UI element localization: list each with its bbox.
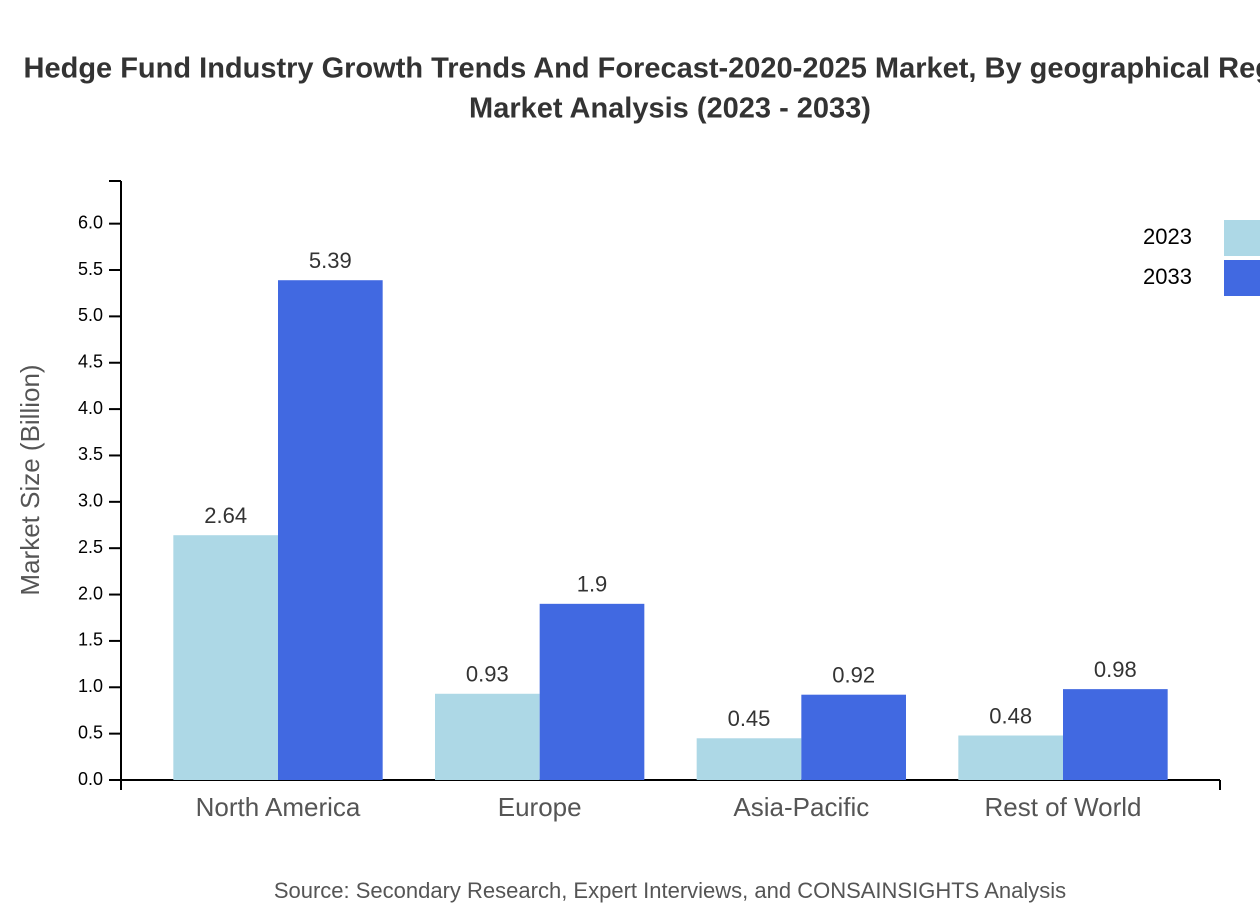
bar — [696, 738, 802, 780]
bar — [958, 735, 1063, 780]
value-label: 2.64 — [204, 503, 247, 528]
y-tick-label: 1.5 — [78, 630, 103, 650]
y-tick-label: 5.5 — [78, 259, 103, 279]
legend-swatch — [1224, 260, 1260, 296]
chart-title: Market Analysis (2023 - 2033) — [469, 93, 871, 125]
y-tick-label: 2.0 — [78, 583, 103, 603]
value-label: 1.9 — [577, 572, 608, 597]
bar — [278, 280, 383, 780]
chart-title: Hedge Fund Industry Growth Trends And Fo… — [24, 53, 1260, 85]
y-tick-label: 0.0 — [78, 769, 103, 789]
bar — [173, 535, 278, 780]
bar — [539, 603, 645, 780]
legend-label: 2033 — [1143, 264, 1192, 289]
value-label: 5.39 — [309, 248, 352, 273]
bar — [435, 693, 540, 780]
value-label: 0.93 — [466, 662, 509, 687]
y-tick-label: 4.0 — [78, 398, 103, 418]
y-tick-label: 1.0 — [78, 676, 103, 696]
x-tick-label: Europe — [498, 792, 582, 822]
value-label: 0.45 — [728, 706, 771, 731]
y-tick-label: 3.0 — [78, 491, 103, 511]
value-label: 0.92 — [832, 663, 875, 688]
value-label: 0.48 — [989, 703, 1032, 728]
x-tick-label: Rest of World — [984, 792, 1141, 822]
y-tick-label: 6.0 — [78, 212, 103, 232]
x-tick-label: North America — [196, 792, 361, 822]
x-tick-label: Asia-Pacific — [733, 792, 869, 822]
legend-label: 2023 — [1143, 224, 1192, 249]
y-tick-label: 2.5 — [78, 537, 103, 557]
source-note: Source: Secondary Research, Expert Inter… — [274, 878, 1066, 903]
y-tick-label: 5.0 — [78, 305, 103, 325]
y-tick-label: 4.5 — [78, 351, 103, 371]
value-label: 0.98 — [1094, 657, 1137, 682]
y-tick-label: 3.5 — [78, 444, 103, 464]
y-tick-label: 0.5 — [78, 722, 103, 742]
bar — [801, 694, 906, 780]
bar — [1063, 689, 1168, 780]
y-axis-label: Market Size (Billion) — [15, 364, 45, 595]
legend-swatch — [1224, 220, 1260, 256]
